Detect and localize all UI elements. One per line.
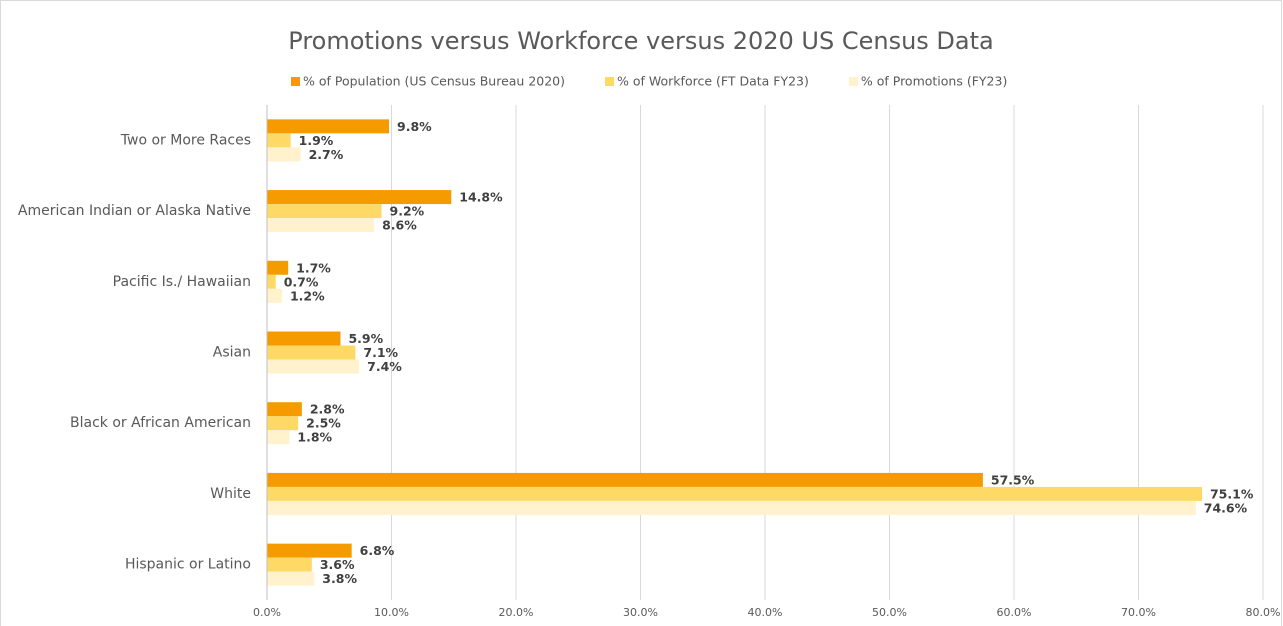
data-label: 7.1%: [363, 345, 398, 360]
data-label: 6.8%: [360, 543, 395, 558]
bar: [267, 557, 312, 572]
data-label: 7.4%: [367, 359, 402, 374]
data-label: 14.8%: [459, 190, 503, 205]
data-label: 9.2%: [390, 204, 425, 219]
x-tick-label: 60.0%: [997, 606, 1032, 619]
data-label: 2.8%: [310, 402, 345, 417]
x-tick-label: 0.0%: [253, 606, 281, 619]
legend-swatch: [605, 77, 615, 86]
x-tick-label: 50.0%: [872, 606, 907, 619]
data-label: 5.9%: [348, 331, 383, 346]
bar: [267, 147, 301, 162]
legend-label: % of Population (US Census Bureau 2020): [303, 74, 565, 89]
data-label: 1.9%: [299, 133, 334, 148]
x-tick-label: 70.0%: [1121, 606, 1156, 619]
data-label: 75.1%: [1210, 486, 1254, 501]
y-tick-label: Two or More Races: [120, 132, 251, 148]
x-tick-label: 40.0%: [748, 606, 783, 619]
data-label: 1.8%: [297, 430, 332, 445]
data-label: 1.7%: [296, 260, 331, 275]
data-label: 1.2%: [290, 288, 325, 303]
x-tick-label: 20.0%: [499, 606, 534, 619]
data-label: 2.5%: [306, 416, 341, 431]
bar: [267, 486, 1202, 501]
data-label: 9.8%: [397, 119, 432, 134]
bar: [267, 416, 299, 431]
bar: [267, 204, 382, 219]
chart-title: Promotions versus Workforce versus 2020 …: [288, 27, 993, 55]
y-tick-label: Asian: [213, 345, 251, 361]
x-tick-label: 30.0%: [623, 606, 658, 619]
x-tick-label: 80.0%: [1246, 606, 1281, 619]
legend-label: % of Workforce (FT Data FY23): [617, 74, 809, 89]
data-label: 8.6%: [382, 218, 417, 233]
data-label: 0.7%: [284, 274, 319, 289]
bar: [267, 274, 276, 289]
bar: [267, 359, 360, 374]
x-tick-label: 10.0%: [374, 606, 409, 619]
data-label: 3.6%: [320, 557, 355, 572]
bar: [267, 260, 289, 275]
data-label: 57.5%: [991, 472, 1035, 487]
bar: [267, 331, 341, 346]
bar: [267, 190, 452, 205]
y-tick-label: American Indian or Alaska Native: [18, 203, 251, 219]
bar: [267, 500, 1196, 515]
bar: [267, 218, 375, 233]
bar: [267, 430, 290, 445]
y-tick-label: White: [210, 486, 251, 502]
bar: [267, 133, 291, 148]
data-label: 74.6%: [1204, 500, 1248, 515]
bar: [267, 119, 390, 134]
data-label: 3.8%: [322, 571, 357, 586]
legend-swatch: [848, 77, 858, 86]
bar: [267, 571, 315, 586]
bar: [267, 288, 282, 303]
bar: [267, 345, 356, 360]
y-tick-label: Hispanic or Latino: [125, 557, 251, 573]
bar: [267, 543, 352, 558]
y-tick-label: Black or African American: [70, 415, 251, 431]
y-tick-label: Pacific Is./ Hawaiian: [113, 274, 251, 290]
legend-label: % of Promotions (FY23): [861, 74, 1007, 89]
data-label: 2.7%: [309, 147, 344, 162]
legend-swatch: [291, 77, 300, 86]
bar: [267, 402, 302, 417]
bar: [267, 472, 983, 487]
